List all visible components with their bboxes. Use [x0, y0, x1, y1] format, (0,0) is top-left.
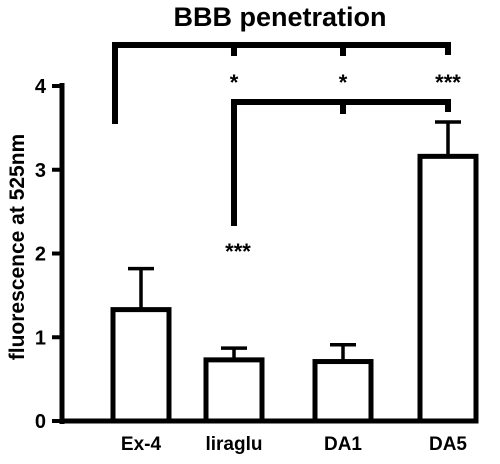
bar-Ex-4 [110, 307, 172, 424]
chart-title: BBB penetration [173, 2, 386, 32]
sig-label-liraglu-second: *** [225, 239, 251, 264]
x-tick-label: DA5 [429, 434, 467, 455]
y-axis-label: fluorescence at 525nm [6, 134, 29, 360]
bracket-liraglu-line [231, 99, 451, 226]
bar-liraglu [203, 357, 265, 424]
bars [110, 120, 479, 424]
significance-brackets [112, 42, 451, 226]
bracket-ex4-line [112, 42, 451, 124]
x-tick-label: Ex-4 [121, 434, 162, 455]
y-tick-label: 0 [35, 411, 46, 433]
y-tick-label: 1 [35, 327, 46, 349]
x-tick-label: DA1 [324, 434, 362, 455]
y-tick-label: 2 [35, 244, 46, 266]
x-tick-label: liraglu [205, 434, 262, 455]
category-labels: Ex-4 liraglu DA1 DA5 [121, 434, 468, 455]
sig-label-da5-top: *** [435, 70, 461, 95]
sig-label-da1-top: * [339, 70, 348, 95]
sig-label-liraglu-top: * [230, 70, 239, 95]
y-ticks: 0 1 2 3 4 [35, 76, 62, 433]
y-tick-label: 4 [35, 76, 47, 98]
bar-DA5 [417, 153, 479, 424]
y-tick-label: 3 [35, 160, 46, 182]
bar-DA1 [312, 359, 374, 424]
